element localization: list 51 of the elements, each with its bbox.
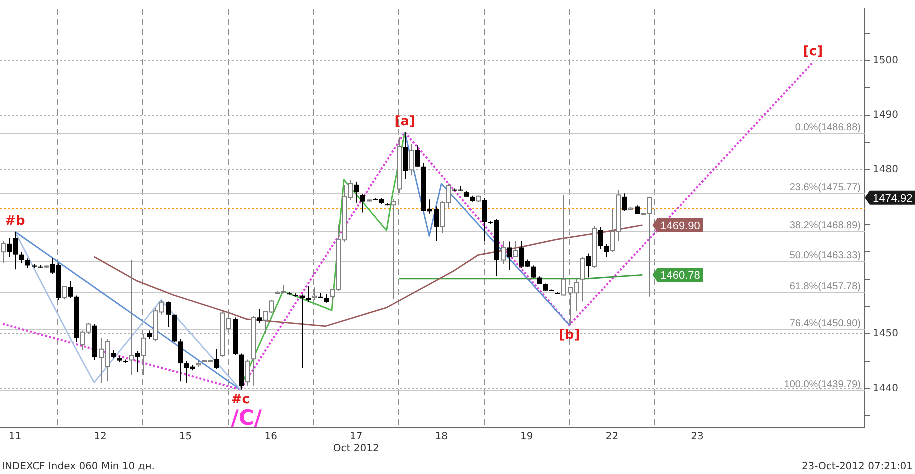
annotation: #c [231,392,250,408]
annotation: /C/ [231,406,262,430]
y-tick-label: 1440 [873,383,898,394]
x-tick-label: 23 [691,432,704,443]
x-tick-label: 18 [435,432,448,443]
y-tick-label: 1500 [873,55,898,66]
candlestick [622,193,627,212]
ref-line-label: 100.0%(1439.79) [784,379,861,390]
candlestick [135,351,140,373]
candlestick [214,348,219,370]
candlestick [507,241,512,271]
ref-line-label: 61.8%(1457.78) [790,281,861,292]
text: INDEXCF Index 060 Min 10 дн. [2,462,155,473]
candlestick [166,301,171,328]
candlestick [25,258,30,269]
ref-line-label: 0.0%(1486.88) [795,122,861,134]
candlestick [604,244,609,258]
text: 23-Oct-2012 07:21:01 [802,462,913,473]
ref-line-label: 23.6%(1475.77) [790,182,861,194]
candlestick [19,252,24,264]
candlestick [415,145,420,168]
candlestick [68,280,73,298]
y-tick-label: 1480 [873,164,898,176]
x-tick-label: 12 [94,432,107,443]
x-tick-label: 17 Oct 2012 [333,432,380,455]
candlestick [531,265,536,279]
ref-line-label: 50.0%(1463.33) [790,250,861,262]
x-tick-label: 11 [8,432,22,443]
y-tick-label: 1490 [873,110,898,122]
candlestick [178,339,183,382]
x-tick-label: 15 [179,432,192,443]
x-tick-label: 22 [606,432,619,443]
x-tick-label: 19 [520,432,534,443]
annotation: [b] [558,328,580,344]
candlestick [434,206,439,242]
annotation: #b [5,214,26,229]
candlestick [354,182,359,204]
annotation: [c] [803,44,824,60]
candlestick [598,227,603,250]
ref-line-label: 76.4%(1450.90) [790,318,861,330]
annotation: [a] [394,114,416,130]
data-label: 1460.78 [660,270,700,282]
text: 1474.92 [873,192,913,205]
candlestick [482,198,487,242]
candlestick [360,194,365,214]
candlestick [586,253,591,278]
ref-line-label: 38.2%(1468.89) [790,220,861,232]
candlestick [257,308,262,324]
data-label: 1469.90 [660,220,700,232]
y-tick-label: 1450 [873,328,898,340]
x-tick-label: 16 [264,432,278,443]
